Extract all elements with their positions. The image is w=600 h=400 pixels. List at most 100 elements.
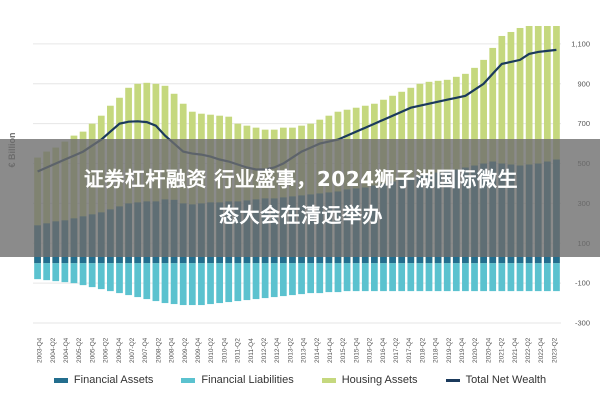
bar-financial-liabilities [325,263,333,293]
overlay-headline-line2: 态大会在清远举办 [219,203,383,227]
bar-financial-liabilities [79,263,87,286]
x-tick-label: 2019-Q4 [459,337,466,363]
bar-financial-liabilities [52,263,60,282]
legend: Financial Assets Financial Liabilities H… [0,374,600,386]
bar-financial-liabilities [243,263,251,301]
x-tick-label: 2021-Q2 [499,337,506,363]
x-tick-label: 2020-Q4 [485,337,492,363]
bar-financial-liabilities [143,263,151,300]
bar-financial-liabilities [416,263,424,292]
x-tick-label: 2014-Q2 [314,337,321,363]
bar-financial-liabilities [516,263,524,292]
bar-financial-liabilities [371,263,378,292]
overlay-headline[interactable]: 证券杠杆融资 行业盛事，2024狮子湖国际微生 态大会在清远举办 [18,161,584,233]
bar-financial-liabilities [407,263,415,292]
bar-financial-liabilities [188,263,196,306]
bar-financial-liabilities [152,263,160,302]
legend-swatch-financial-liabilities [181,377,196,383]
bar-financial-liabilities [334,263,342,293]
y-tick-label: -100 [575,279,590,288]
bar-financial-liabilities [97,263,105,290]
x-tick-label: 2009-Q4 [195,337,202,363]
legend-label-housing-assets: Housing Assets [341,374,418,386]
x-tick-label: 2020-Q2 [472,337,479,363]
legend-housing-assets: Housing Assets [321,374,418,386]
bar-financial-liabilities [316,263,324,294]
x-tick-label: 2004-Q4 [63,337,70,363]
bar-financial-liabilities [398,263,406,292]
x-tick-label: 2021-Q4 [512,337,519,363]
x-tick-label: 2013-Q4 [301,337,308,363]
bar-financial-liabilities [307,263,315,294]
x-tick-label: 2004-Q2 [50,337,57,363]
bar-financial-liabilities [480,263,487,292]
bar-financial-liabilities [380,263,387,292]
x-tick-label: 2014-Q4 [327,337,334,363]
x-tick-label: 2012-Q2 [261,337,268,363]
bar-financial-liabilities [343,263,351,292]
y-tick-label: -300 [575,319,590,328]
bar-financial-liabilities [452,263,460,292]
bar-financial-liabilities [471,263,478,292]
y-tick-label: 1,100 [571,39,590,48]
legend-financial-assets: Financial Assets [53,374,154,386]
bar-financial-liabilities [289,263,296,296]
bar-financial-liabilities [443,263,451,292]
x-tick-label: 2012-Q4 [274,337,281,363]
x-tick-label: 2023-Q2 [551,337,558,363]
bar-financial-liabilities [534,263,542,292]
bar-financial-liabilities [462,263,469,292]
x-tick-label: 2010-Q4 [221,337,228,363]
x-tick-label: 2008-Q4 [169,337,176,363]
x-tick-label: 2009-Q2 [182,337,189,363]
bar-financial-liabilities [498,263,506,292]
bar-financial-liabilities [270,263,278,298]
x-tick-label: 2017-Q4 [406,337,413,363]
bar-financial-liabilities [553,263,560,292]
legend-total-net-wealth: Total Net Wealth [445,374,546,386]
x-tick-label: 2008-Q2 [155,337,162,363]
legend-label-financial-liabilities: Financial Liabilities [201,374,294,386]
x-tick-label: 2022-Q2 [525,337,532,363]
bar-financial-liabilities [261,263,269,299]
bar-financial-liabilities [489,263,497,292]
legend-label-financial-assets: Financial Assets [73,374,154,386]
x-tick-label: 2011-Q4 [248,338,255,363]
legend-swatch-total-net-wealth [445,378,460,382]
bar-financial-liabilities [216,263,223,304]
x-tick-label: 2016-Q2 [367,337,374,363]
x-tick-label: 2005-Q4 [89,337,96,363]
x-tick-label: 2007-Q2 [129,337,136,363]
x-tick-label: 2006-Q2 [103,337,110,363]
bar-financial-liabilities [61,263,69,283]
bar-financial-liabilities [198,263,205,306]
x-tick-label: 2011-Q2 [235,338,242,363]
bar-financial-liabilities [279,263,287,297]
x-tick-label: 2019-Q2 [446,337,453,363]
bar-financial-liabilities [125,263,132,296]
legend-financial-liabilities: Financial Liabilities [181,374,294,386]
bar-financial-liabilities [525,263,533,292]
y-tick-label: 700 [577,119,590,128]
bar-financial-liabilities [543,263,551,292]
bar-financial-liabilities [43,263,51,281]
bar-financial-liabilities [361,263,369,292]
x-tick-label: 2006-Q4 [116,337,123,363]
x-tick-label: 2022-Q4 [538,337,545,363]
x-tick-label: 2005-Q2 [76,337,83,363]
bar-financial-liabilities [434,263,442,292]
x-tick-label: 2016-Q4 [380,337,387,363]
bar-financial-liabilities [179,263,187,306]
bar-financial-liabilities [207,263,214,305]
bar-financial-liabilities [170,263,178,305]
bar-financial-liabilities [225,263,233,303]
bar-financial-liabilities [70,263,78,284]
bar-financial-liabilities [161,263,169,304]
bar-financial-liabilities [88,263,96,288]
x-tick-label: 2018-Q4 [433,337,440,363]
x-tick-label: 2017-Q2 [393,337,400,363]
legend-swatch-housing-assets [321,377,336,383]
x-tick-label: 2015-Q4 [353,337,360,363]
bar-financial-liabilities [134,263,142,298]
x-tick-label: 2018-Q2 [419,337,426,363]
